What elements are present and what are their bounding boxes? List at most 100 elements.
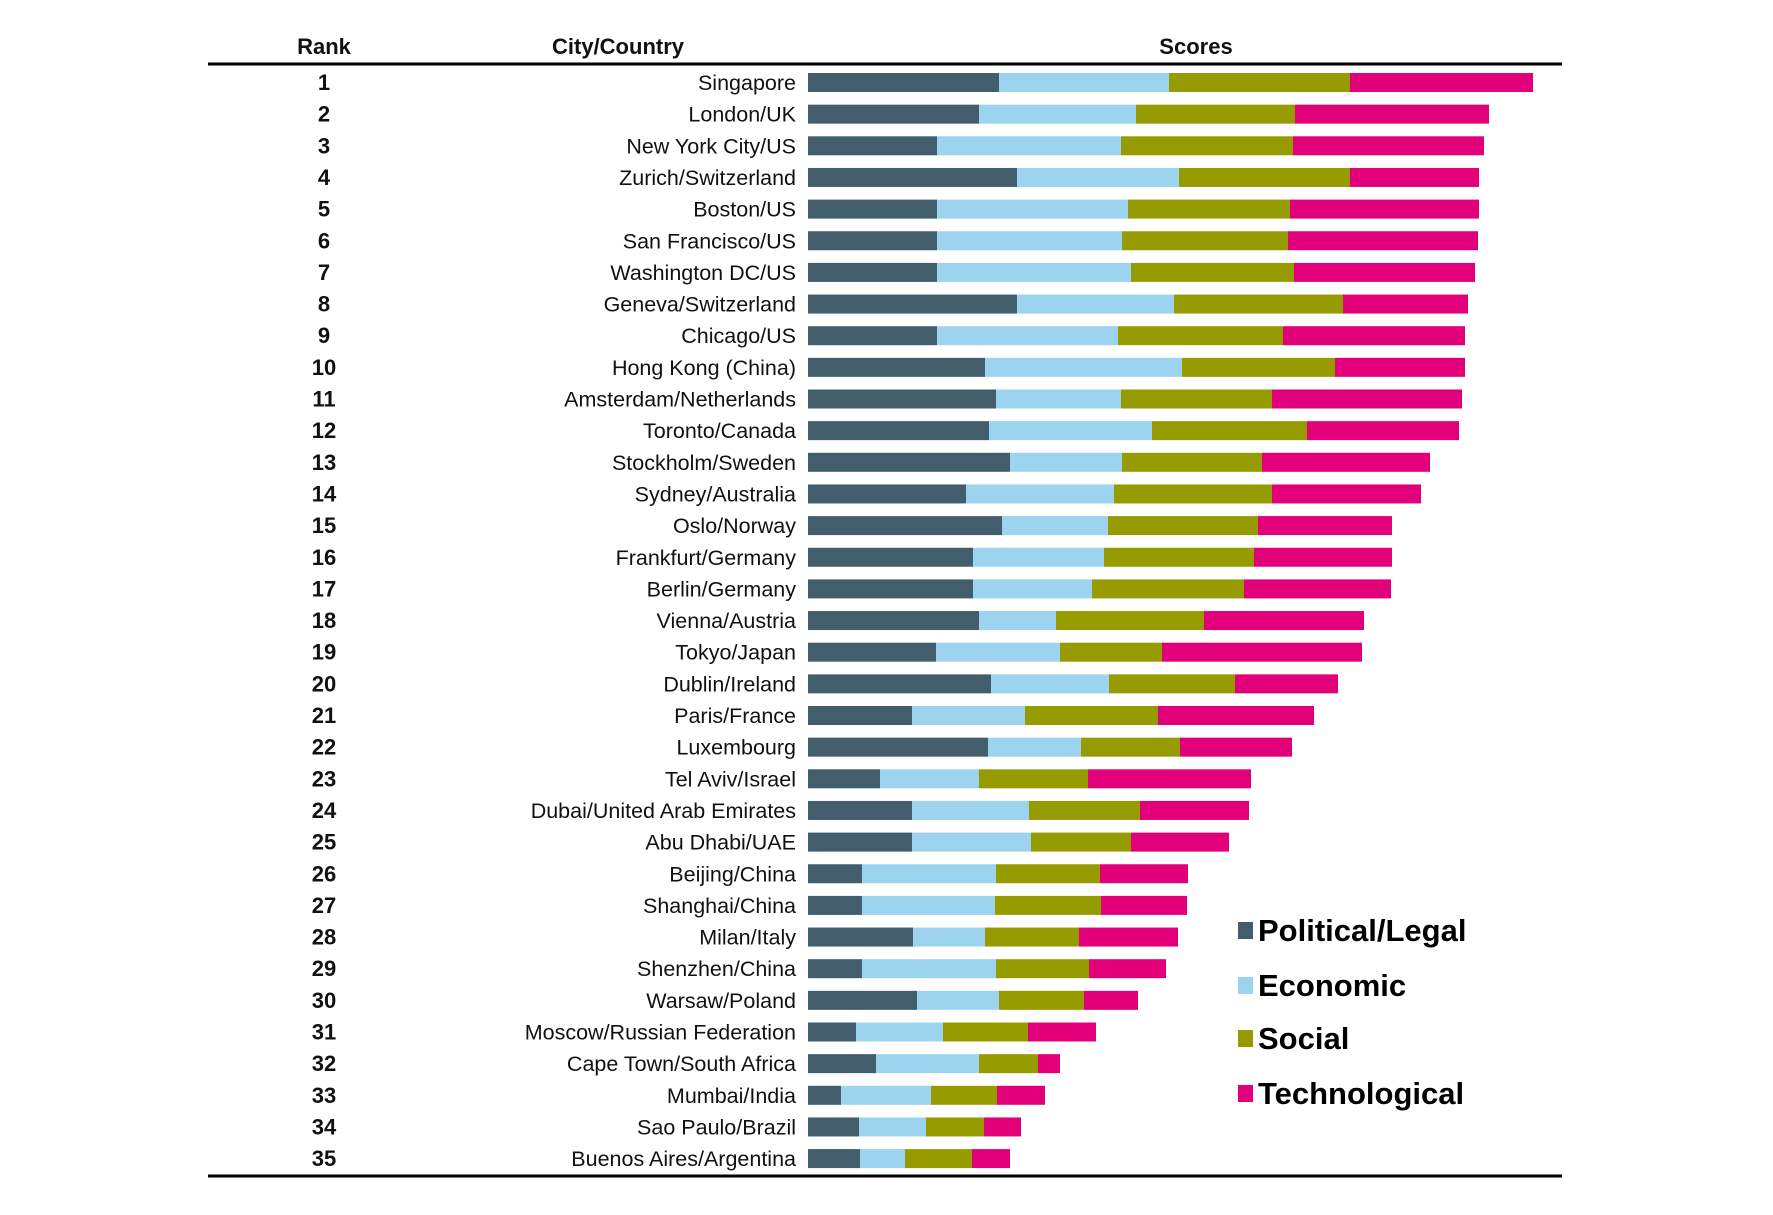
legend-label: Technological (1258, 1076, 1464, 1111)
bar-segment-political-legal (808, 706, 912, 725)
category-label: Warsaw/Poland (646, 989, 796, 1013)
bar-segment-political-legal (808, 294, 1017, 314)
rank-label: 28 (312, 925, 336, 950)
bar-segment-political-legal (808, 1054, 876, 1074)
bar-segment-economic (937, 136, 1121, 156)
bar-segment-technological (1307, 421, 1459, 441)
category-label: Buenos Aires/Argentina (571, 1147, 796, 1171)
bar-segment-political-legal (808, 326, 937, 346)
rank-label: 10 (312, 355, 336, 380)
bar-segment-economic (985, 357, 1182, 377)
bar-row: 29 Shenzhen/China (312, 956, 1166, 981)
bar-segment-political-legal (808, 231, 937, 251)
category-label: Moscow/Russian Federation (525, 1021, 796, 1045)
bar-row: 13 Stockholm/Sweden (312, 450, 1430, 475)
rank-label: 16 (312, 545, 336, 570)
bar-segment-social (1122, 231, 1288, 251)
bar-segment-social (996, 959, 1089, 979)
bar-segment-technological (1288, 231, 1478, 251)
bar-segment-economic (979, 104, 1136, 124)
legend-swatch (1238, 977, 1253, 994)
bar-segment-economic (913, 927, 985, 947)
bar-segment-economic (862, 864, 996, 884)
bar-row: 6 San Francisco/US (318, 228, 1478, 253)
bar-segment-social (1118, 326, 1283, 346)
rank-label: 33 (312, 1083, 336, 1108)
bar-segment-technological (1294, 262, 1475, 282)
rank-label: 26 (312, 861, 336, 886)
bar-row: 34 Sao Paulo/Brazil (312, 1114, 1021, 1139)
bar-segment-political-legal (808, 389, 996, 409)
category-label: Abu Dhabi/UAE (645, 831, 796, 855)
bar-segment-technological (1140, 800, 1249, 820)
rank-label: 25 (312, 830, 336, 855)
bar-segment-political-legal (808, 832, 912, 852)
bar-segment-economic (979, 611, 1056, 631)
category-label: London/UK (688, 103, 796, 127)
rank-label: 24 (312, 798, 337, 823)
rank-label: 9 (318, 323, 330, 348)
legend-item: Economic (1238, 968, 1406, 1003)
rank-label: 21 (312, 703, 336, 728)
bar-segment-political-legal (808, 167, 1017, 187)
bar-segment-economic (1017, 294, 1174, 314)
rank-label: 29 (312, 956, 336, 981)
bar-segment-economic (917, 990, 999, 1010)
bar-segment-technological (984, 1117, 1021, 1137)
category-label: Singapore (698, 71, 796, 95)
bar-segment-economic (937, 326, 1118, 346)
rank-label: 20 (312, 671, 336, 696)
bar-segment-political-legal (808, 104, 979, 124)
bar-segment-technological (1162, 642, 1362, 662)
bar-segment-technological (1180, 737, 1292, 757)
category-label: New York City/US (626, 134, 796, 158)
bar-segment-political-legal (808, 421, 989, 441)
category-label: Sao Paulo/Brazil (637, 1115, 796, 1139)
bar-segment-economic (859, 1117, 926, 1137)
category-label: Dubai/United Arab Emirates (531, 799, 796, 823)
bar-row: 9 Chicago/US (318, 323, 1465, 348)
bar-segment-political-legal (808, 547, 973, 567)
rank-label: 2 (318, 102, 330, 127)
bar-row: 3 New York City/US (318, 133, 1484, 158)
category-label: Washington DC/US (610, 261, 796, 285)
legend-item: Political/Legal (1238, 913, 1466, 948)
bar-segment-technological (1335, 357, 1465, 377)
bar-segment-political-legal (808, 800, 912, 820)
bar-segment-social (996, 864, 1100, 884)
bar-segment-technological (1089, 959, 1166, 979)
bar-row: 23 Tel Aviv/Israel (312, 766, 1251, 791)
bar-segment-social (1081, 737, 1180, 757)
bar-segment-technological (1295, 104, 1489, 124)
bar-segment-social (995, 895, 1101, 915)
bar-row: 16 Frankfurt/Germany (312, 545, 1392, 570)
rank-label: 35 (312, 1146, 336, 1171)
rank-label: 13 (312, 450, 336, 475)
bar-segment-economic (912, 800, 1029, 820)
bar-row: 35 Buenos Aires/Argentina (312, 1146, 1010, 1171)
bar-row: 17 Berlin/Germany (312, 576, 1391, 601)
bar-segment-social (931, 1085, 997, 1105)
bar-segment-social (1114, 484, 1272, 504)
bar-segment-economic (880, 769, 979, 789)
legend-swatch (1238, 1085, 1253, 1102)
bar-row: 22 Luxembourg (312, 735, 1292, 760)
bar-segment-economic (841, 1085, 931, 1105)
category-label: Tokyo/Japan (675, 641, 796, 665)
bar-segment-technological (1158, 706, 1314, 725)
bar-segment-technological (1028, 1022, 1096, 1042)
bar-segment-technological (1258, 516, 1392, 536)
bar-segment-social (1025, 706, 1158, 725)
bar-segment-technological (1088, 769, 1251, 789)
rank-label: 18 (312, 608, 336, 633)
legend-item: Social (1238, 1021, 1349, 1056)
bar-segment-economic (912, 706, 1025, 725)
header-city-country: City/Country (552, 34, 685, 59)
bar-segment-social (1128, 199, 1290, 219)
bar-segment-economic (966, 484, 1114, 504)
bar-segment-technological (1350, 73, 1533, 92)
bar-segment-political-legal (808, 927, 913, 947)
bar-segment-social (943, 1022, 1028, 1042)
rank-label: 22 (312, 735, 336, 760)
